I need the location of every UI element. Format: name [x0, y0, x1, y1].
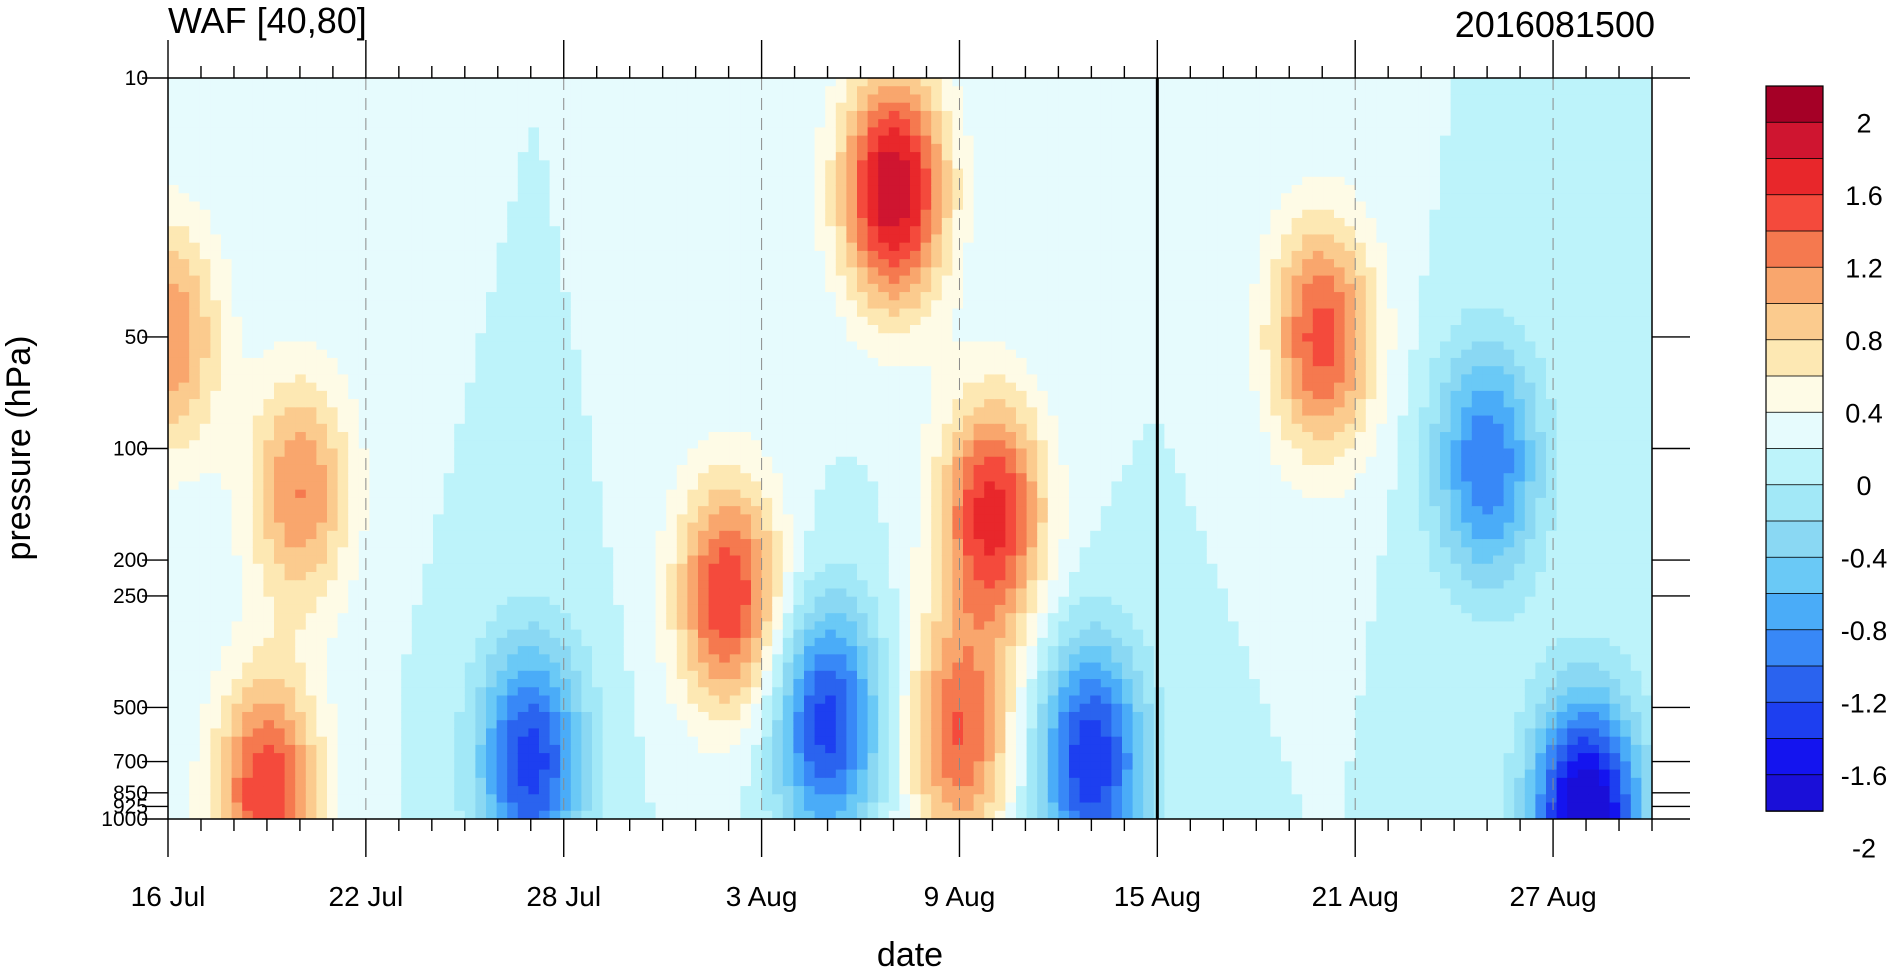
colorbar-swatch — [1766, 195, 1823, 232]
colorbar-swatch — [1766, 449, 1823, 486]
y-tick-label: 500 — [113, 696, 148, 719]
x-axis-label: date — [877, 936, 943, 968]
y-tick-label: 700 — [113, 751, 148, 774]
x-tick-label: 28 Jul — [526, 881, 601, 912]
x-tick-label: 22 Jul — [329, 881, 404, 912]
colorbar-swatch — [1766, 594, 1823, 631]
colorbar-swatch — [1766, 304, 1823, 341]
colorbar-label: -1.2 — [1841, 688, 1888, 718]
colorbar-swatch — [1766, 86, 1823, 123]
x-tick-label: 16 Jul — [131, 881, 206, 912]
y-tick-label: 100 — [113, 438, 148, 461]
colorbar-label: 0.4 — [1845, 398, 1883, 428]
colorbar-label: 1.6 — [1845, 181, 1883, 211]
x-tick-label: 21 Aug — [1312, 881, 1399, 912]
contour-field — [168, 78, 1653, 820]
colorbar-label: -2 — [1852, 833, 1876, 863]
colorbar-swatch — [1766, 485, 1823, 522]
colorbar-swatch — [1766, 376, 1823, 413]
chart-title: WAF [40,80] — [168, 0, 367, 42]
x-tick-label: 3 Aug — [726, 881, 798, 912]
x-tick-label: 15 Aug — [1114, 881, 1201, 912]
colorbar-legend: 2 1.6 1.2 0.8 0.4 0 -0.4 -0.8 -1.2 -1.6 -2 — [1766, 86, 1887, 863]
colorbar-label: 0 — [1856, 471, 1871, 501]
x-tick-label: 9 Aug — [924, 881, 996, 912]
y-tick-label: 1000 — [101, 808, 148, 831]
colorbar-label: -0.4 — [1841, 543, 1888, 573]
chart-date-stamp: 2016081500 — [1455, 4, 1655, 46]
colorbar-label: -1.6 — [1841, 761, 1888, 791]
colorbar-swatch — [1766, 412, 1823, 449]
colorbar-label: 0.8 — [1845, 326, 1883, 356]
colorbar-swatch — [1766, 231, 1823, 268]
colorbar-swatch — [1766, 521, 1823, 558]
colorbar-swatch — [1766, 159, 1823, 196]
y-tick-label: 250 — [113, 585, 148, 608]
y-tick-label: 10 — [125, 67, 148, 90]
colorbar-swatch — [1766, 775, 1823, 812]
y-tick-label: 200 — [113, 549, 148, 572]
x-tick-label: 27 Aug — [1509, 881, 1596, 912]
colorbar-swatch — [1766, 739, 1823, 776]
colorbar-swatch — [1766, 630, 1823, 667]
colorbar-label: 2 — [1856, 108, 1871, 138]
colorbar-label: -0.8 — [1841, 616, 1888, 646]
colorbar-swatch — [1766, 267, 1823, 304]
colorbar-label: 1.2 — [1845, 253, 1883, 283]
y-tick-label: 50 — [125, 326, 148, 349]
colorbar-swatch — [1766, 122, 1823, 159]
y-axis-label: pressure (hPa) — [0, 336, 38, 561]
colorbar-swatch — [1766, 702, 1823, 739]
colorbar-swatch — [1766, 666, 1823, 703]
colorbar-swatch — [1766, 340, 1823, 377]
colorbar-swatch — [1766, 557, 1823, 594]
